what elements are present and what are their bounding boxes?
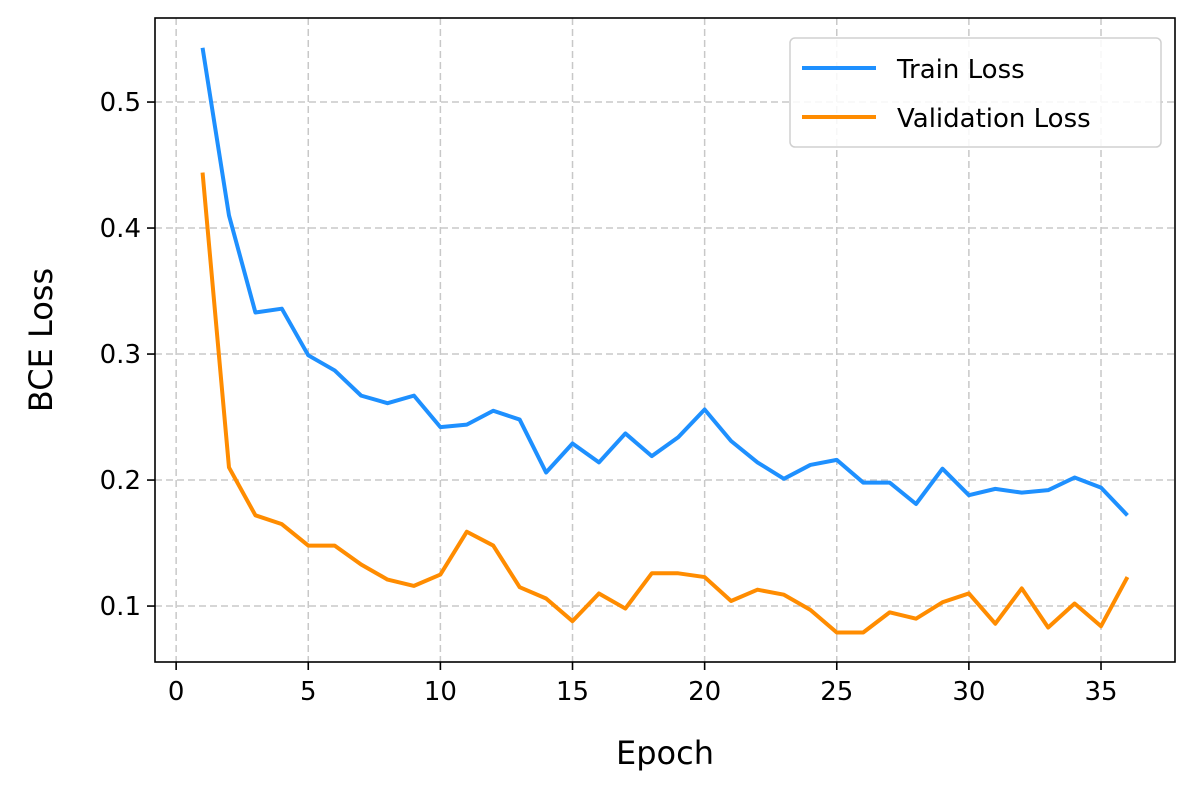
legend-label-validation: Validation Loss [897,104,1091,134]
y-tick-label: 0.3 [100,340,141,370]
y-tick-label: 0.1 [100,592,141,622]
x-tick-label: 15 [556,677,589,707]
x-tick-label: 20 [688,677,721,707]
y-tick-label: 0.2 [100,466,141,496]
x-axis-label: Epoch [616,734,714,772]
legend-label-train: Train Loss [896,55,1025,85]
x-tick-label: 10 [424,677,457,707]
series-line-validation-loss [200,172,1130,635]
x-axis: 0 5 10 15 20 25 30 35 [168,662,1118,707]
y-axis: 0.1 0.2 0.3 0.4 0.5 [100,88,155,622]
x-tick-label: 5 [300,677,317,707]
plot-frame [154,17,1176,663]
y-tick-label: 0.5 [100,88,141,118]
x-tick-label: 35 [1084,677,1117,707]
x-tick-label: 25 [820,677,853,707]
y-tick-label: 0.4 [100,214,141,244]
legend-frame [789,37,1162,148]
grid [155,18,1175,662]
legend: Train Loss Validation Loss [789,37,1162,148]
x-tick-label: 0 [168,677,185,707]
series-group [200,47,1130,635]
y-axis-label: BCE Loss [22,268,60,412]
series-line-train-loss [200,47,1129,517]
x-tick-label: 30 [952,677,985,707]
